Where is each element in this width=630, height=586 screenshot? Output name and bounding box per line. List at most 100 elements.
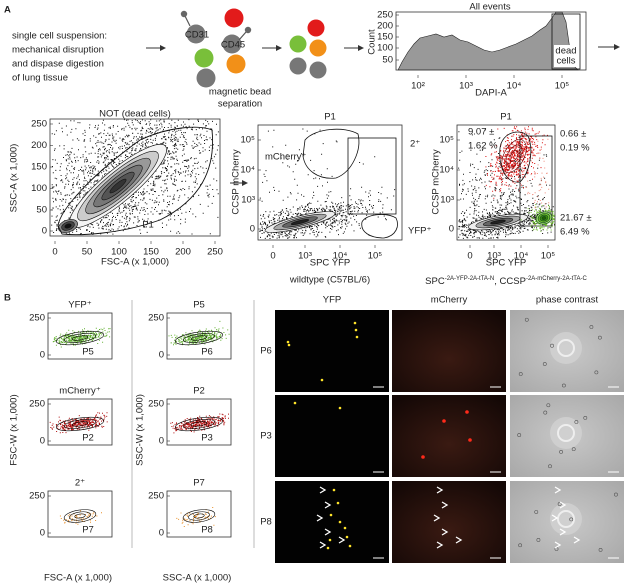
arrowhead <box>319 541 327 549</box>
plot-title: All events <box>469 2 510 13</box>
arrowhead <box>441 528 449 536</box>
gate-label: P7 <box>82 525 94 536</box>
y-tick-label: 10³ <box>440 195 454 206</box>
gate <box>347 137 397 215</box>
panel-label: A <box>4 5 11 16</box>
particle <box>614 492 618 497</box>
micrograph <box>275 310 389 392</box>
gate-statistic: 6.49 % <box>560 227 590 238</box>
density-contour <box>182 419 216 429</box>
cell <box>307 19 325 37</box>
arrowhead <box>324 501 332 509</box>
cell <box>224 8 244 28</box>
y-tick-label: 10⁵ <box>240 135 255 146</box>
plot-frame <box>166 312 232 360</box>
plot-title: P7 <box>193 478 205 489</box>
row-label: P8 <box>260 517 272 528</box>
density-contour <box>63 333 97 343</box>
cell-blur <box>557 339 575 357</box>
caption: SPC-2A-YFP-2A-tTA-N, CCSP-2A-mCherry-2A-… <box>425 276 587 287</box>
gate <box>519 135 553 227</box>
density-contour <box>55 330 105 346</box>
y-tick-label: 150 <box>377 32 393 43</box>
particle <box>569 517 574 522</box>
gate-label: dead <box>555 46 576 57</box>
density-contour <box>509 150 519 162</box>
x-tick-label: 250 <box>207 247 223 258</box>
density-contour <box>63 509 97 523</box>
plot-title: P1 <box>500 112 512 123</box>
plot-frame <box>47 490 113 538</box>
arrowhead <box>455 536 463 544</box>
x-tick-label: 10⁵ <box>555 81 570 92</box>
density-contour <box>174 416 224 432</box>
gate-label-bg <box>554 45 578 67</box>
yfp-cell <box>329 513 333 517</box>
y-tick-label: 200 <box>31 140 47 151</box>
protocol-text: and dispase digestion <box>12 59 104 70</box>
y-tick-label: 0 <box>40 528 45 539</box>
plot-title: NOT (dead cells) <box>99 109 171 120</box>
gate-label: P1 <box>142 220 154 231</box>
gate-label: cells <box>556 56 575 67</box>
cell-blur <box>550 503 582 535</box>
y-tick-label: 10⁴ <box>240 165 255 176</box>
gate-label: YFP⁺ <box>408 226 432 237</box>
yfp-cell <box>326 546 330 550</box>
micrograph <box>392 481 506 563</box>
gate-statistic: 1.62 % <box>468 141 498 152</box>
gate-label: mCherry⁺ <box>265 152 306 163</box>
gate <box>302 128 360 179</box>
yfp-cell <box>287 343 291 347</box>
y-tick-label: 10⁵ <box>439 135 454 146</box>
x-tick-label: 10⁴ <box>507 81 522 92</box>
density-contour <box>64 223 72 229</box>
arrow-head <box>358 45 364 51</box>
x-tick-label: 10² <box>411 81 425 92</box>
yfp-cell <box>353 321 357 325</box>
plot-title: P5 <box>193 300 205 311</box>
panel-label: B <box>4 293 11 304</box>
gate-statistic: 0.19 % <box>560 143 590 154</box>
y-tick-label: 0 <box>40 436 45 447</box>
particle <box>550 343 554 348</box>
x-tick-label: 150 <box>143 247 159 258</box>
density-contour <box>490 219 506 225</box>
particle <box>524 317 529 322</box>
gate-statistic: 0.66 ± <box>560 129 586 140</box>
axis-label: SSC-W (x 1,000) <box>135 394 146 466</box>
y-tick-label: 50 <box>36 205 47 216</box>
particle <box>518 543 523 548</box>
caption-part: SPC <box>425 276 445 287</box>
plot-title: mCherry⁺ <box>59 386 100 397</box>
gate-label: 2⁺ <box>410 139 420 150</box>
plot-title: P1 <box>324 112 336 123</box>
event-dots <box>52 327 111 348</box>
separation-text: magnetic bead <box>209 87 271 98</box>
yfp-cell <box>354 328 358 332</box>
yfp-cell <box>338 406 342 410</box>
cell <box>222 34 242 54</box>
axis-label: SPC YFP <box>310 258 350 269</box>
axis-label: FSC-A (x 1,000) <box>44 573 112 584</box>
event-dots <box>168 320 230 346</box>
yfp-cell <box>338 520 342 524</box>
plot-frame <box>47 312 113 360</box>
yfp-cell <box>293 401 297 405</box>
y-tick-label: 250 <box>148 491 164 502</box>
histogram-area <box>397 11 579 71</box>
particle <box>594 370 599 375</box>
density-contour <box>190 421 208 427</box>
gate-label: P2 <box>82 433 94 444</box>
y-tick-label: 250 <box>148 399 164 410</box>
density-contour <box>74 513 86 519</box>
y-tick-label: 0 <box>159 436 164 447</box>
arrowhead <box>573 536 581 544</box>
event-dots <box>49 412 108 434</box>
x-tick-label: 0 <box>52 247 57 258</box>
yfp-cell <box>320 378 324 382</box>
y-tick-label: 250 <box>31 119 47 130</box>
cell <box>289 57 307 75</box>
cell-blur <box>550 332 582 364</box>
yfp-cell <box>336 501 340 505</box>
